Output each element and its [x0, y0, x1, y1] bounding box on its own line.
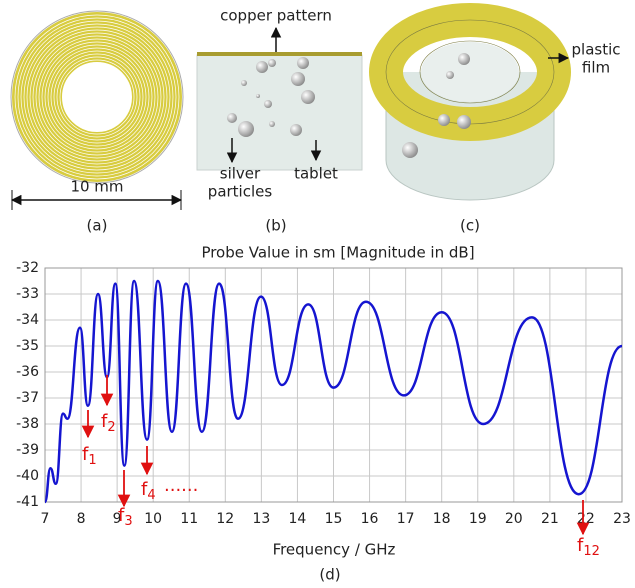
annotation-text: f	[141, 479, 148, 500]
annotation-text: f	[118, 505, 125, 526]
ring-gap	[17, 17, 177, 177]
plot: -32-33-34-35-36-37-38-39-40-417 8 9 10 11 12 1…	[16, 260, 631, 527]
ring-gap	[47, 47, 147, 147]
label: particles	[208, 183, 273, 201]
annotation-subscript: 2	[107, 420, 115, 435]
y-tick-label: -33	[16, 286, 39, 302]
spiral-top-view	[10, 10, 184, 184]
ring-gap	[23, 23, 171, 171]
annotation-text: f	[577, 535, 584, 556]
label: plastic	[572, 41, 621, 59]
panel-label: (b)	[265, 217, 286, 235]
x-tick-label: 11	[180, 511, 198, 527]
x-tick-label: 9	[113, 511, 122, 527]
annotation-ellipsis: ......	[164, 475, 198, 496]
y-tick-label: -32	[16, 260, 39, 276]
x-tick-label: 8	[77, 511, 86, 527]
annotations: f1f2f3f4f12......	[81, 375, 600, 559]
ring-gap	[44, 44, 150, 150]
annotation-text: f	[101, 411, 108, 432]
y-tick-label: -37	[16, 390, 39, 406]
ring-gap	[20, 20, 174, 174]
particles	[402, 53, 471, 158]
x-tick-label: 20	[505, 511, 523, 527]
annotation-subscript: 3	[124, 514, 132, 529]
annotation-subscript: 12	[583, 544, 600, 559]
x-tick-label: 7	[41, 511, 50, 527]
ring-gap	[56, 56, 138, 138]
x-tick-label: 16	[361, 511, 379, 527]
plot-frame	[44, 267, 623, 503]
annotation-subscript: 1	[88, 453, 96, 468]
annotation: f1	[82, 444, 97, 468]
label: film	[582, 59, 610, 77]
annotation: f4	[141, 479, 156, 503]
x-tick-label: 14	[289, 511, 307, 527]
dimension-label: 10 mm	[70, 178, 123, 196]
y-tick-label: -34	[16, 312, 39, 328]
ring-gap	[29, 29, 165, 165]
ring-gap	[35, 35, 159, 159]
y-tick-label: -35	[16, 338, 39, 354]
annotation-text: f	[82, 444, 89, 465]
label: tablet	[294, 165, 338, 183]
y-tick-label: -38	[16, 416, 39, 432]
ring-gap	[38, 38, 156, 156]
x-tick-label: 21	[541, 511, 559, 527]
x-tick-label: 10	[144, 511, 162, 527]
y-tick-label: -39	[16, 442, 39, 458]
annotation: f3	[118, 505, 133, 529]
ring-gap	[14, 14, 180, 180]
x-tick-label: 15	[325, 511, 343, 527]
y-tick-label: -36	[16, 364, 39, 380]
panel-label: (d)	[319, 566, 340, 584]
particles	[227, 57, 315, 137]
ring-gap	[41, 41, 153, 153]
copper-layer	[197, 52, 362, 56]
chart-title: Probe Value in sm [Magnitude in dB]	[201, 244, 474, 262]
ring-gap	[50, 50, 144, 144]
annotation: f2	[101, 411, 116, 435]
panel-label: (c)	[460, 217, 480, 235]
x-tick-label: 23	[613, 511, 631, 527]
panel-label: (a)	[87, 217, 108, 235]
x-tick-label: 17	[397, 511, 415, 527]
y-tick-label: -40	[16, 468, 39, 484]
x-tick-label: 19	[469, 511, 487, 527]
data-line	[43, 279, 623, 504]
x-tick-label: 18	[433, 511, 451, 527]
label: silver	[220, 165, 261, 183]
annotation-subscript: 4	[147, 488, 155, 503]
x-tick-label: 12	[216, 511, 234, 527]
x-tick-label: 13	[252, 511, 270, 527]
ring-gap	[32, 32, 162, 162]
tablet-3d	[369, 3, 571, 201]
x-axis-label: Frequency / GHz	[273, 541, 396, 559]
tablet-side	[196, 54, 363, 171]
ring-gap	[53, 53, 141, 141]
ring-gap	[59, 59, 135, 135]
annotation: f12	[577, 535, 600, 559]
label: copper pattern	[220, 7, 332, 25]
x-tick-label: 22	[577, 511, 595, 527]
ring-gap	[26, 26, 168, 168]
y-tick-label: -41	[16, 494, 39, 510]
